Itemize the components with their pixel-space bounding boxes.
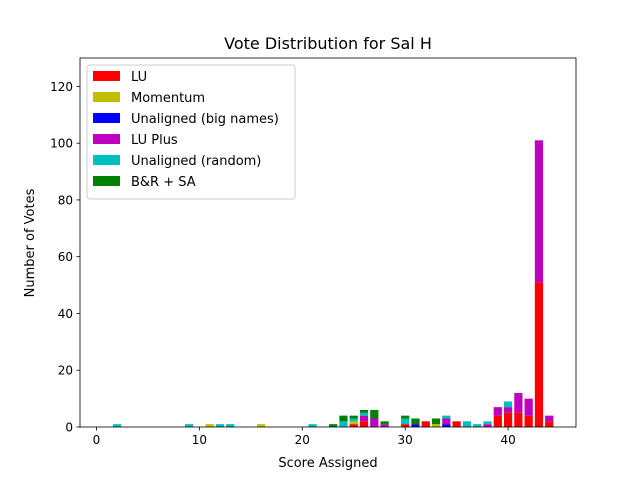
legend-swatch — [93, 134, 120, 144]
y-tick-label: 40 — [58, 307, 73, 321]
legend-swatch — [93, 113, 120, 123]
legend-swatch — [93, 176, 120, 186]
bar-series-4-score-30 — [401, 418, 410, 425]
bar-series-1-score-11 — [205, 424, 214, 427]
legend-label: Unaligned (random) — [131, 154, 261, 169]
y-tick-label: 100 — [50, 137, 73, 151]
bar-series-4-score-21 — [308, 424, 317, 427]
bar-series-3-score-44 — [545, 415, 554, 422]
bar-series-0-score-25 — [349, 424, 358, 427]
axes-layer: 0 10 20 30 40 0 20 40 60 80 100 120 — [50, 57, 577, 447]
legend-box — [86, 64, 296, 200]
legend-swatch — [93, 155, 120, 165]
bar-series-3-score-26 — [359, 415, 369, 422]
bar-series-5-score-25 — [349, 415, 358, 419]
bar-series-3-score-27 — [370, 418, 379, 427]
bar-series-5-score-30 — [401, 415, 410, 419]
bar-series-0-score-41 — [514, 412, 523, 427]
bar-series-5-score-24 — [339, 415, 348, 422]
bar-series-4-score-38 — [483, 421, 492, 425]
legend: LU Momentum Unaligned (big names) LU Plus Un… — [86, 64, 296, 200]
bar-series-1-score-33 — [431, 424, 441, 427]
bar-series-4-score-24 — [339, 421, 348, 427]
bar-series-4-score-26 — [359, 412, 369, 416]
bar-series-3-score-41 — [514, 392, 523, 413]
bar-series-5-score-28 — [380, 421, 389, 425]
chart-title: Vote Distribution for Sal H — [224, 34, 432, 53]
bar-series-5-score-31 — [411, 418, 420, 425]
bar-series-5-score-23 — [329, 424, 338, 427]
bar-series-4-score-25 — [349, 418, 358, 422]
bar-series-2-score-34 — [442, 424, 451, 427]
y-tick-label: 120 — [50, 80, 73, 94]
bar-series-3-score-28 — [380, 424, 389, 427]
x-tick-label: 0 — [93, 433, 101, 447]
legend-label: LU — [131, 70, 147, 85]
legend-label: LU Plus — [131, 133, 178, 148]
legend-label: Unaligned (big names) — [131, 112, 279, 127]
bar-series-4-score-40 — [503, 401, 513, 408]
bar-series-3-score-43 — [534, 140, 544, 283]
x-axis-label: Score Assigned — [278, 456, 377, 471]
bar-series-0-score-40 — [503, 412, 513, 427]
bar-series-0-score-35 — [452, 421, 461, 427]
bar-series-0-score-44 — [545, 421, 554, 427]
bar-series-3-score-42 — [524, 398, 533, 416]
legend-swatch — [93, 71, 120, 81]
bar-series-0-score-43 — [534, 282, 544, 427]
bar-series-0-score-39 — [493, 415, 502, 427]
x-tick-label: 30 — [398, 433, 413, 447]
bar-series-4-score-12 — [215, 424, 225, 427]
bar-series-4-score-13 — [226, 424, 235, 427]
bar-series-3-score-34 — [442, 418, 451, 425]
bar-series-0-score-42 — [524, 415, 533, 427]
bar-series-1-score-16 — [257, 424, 266, 427]
bar-series-5-score-26 — [359, 409, 369, 413]
bar-series-4-score-9 — [184, 424, 194, 427]
bar-series-3-score-39 — [493, 407, 502, 416]
bar-series-1-score-25 — [349, 421, 358, 425]
bar-series-0-score-30 — [401, 424, 410, 427]
legend-label: Momentum — [131, 91, 205, 106]
y-tick-label: 80 — [58, 193, 73, 207]
y-tick-label: 20 — [58, 364, 73, 378]
bar-series-5-score-27 — [370, 409, 379, 419]
bar-series-0-score-26 — [359, 421, 369, 427]
bar-series-3-score-38 — [483, 424, 492, 427]
bar-series-4-score-2 — [112, 424, 122, 427]
y-tick-label: 0 — [65, 421, 73, 435]
bar-series-0-score-32 — [421, 421, 430, 427]
x-tick-label: 20 — [295, 433, 310, 447]
y-tick-label: 60 — [58, 250, 73, 264]
x-tick-label: 10 — [192, 433, 207, 447]
y-axis-label: Number of Votes — [23, 188, 38, 297]
bar-series-5-score-33 — [431, 418, 441, 425]
bars-layer — [112, 140, 554, 427]
bar-series-4-score-34 — [442, 415, 451, 419]
legend-label: B&R + SA — [131, 175, 196, 190]
bar-series-4-score-36 — [462, 421, 472, 427]
x-tick-label: 40 — [500, 433, 515, 447]
bar-series-3-score-40 — [503, 407, 513, 413]
bar-series-4-score-37 — [473, 424, 482, 427]
bar-series-2-score-31 — [411, 424, 420, 427]
plot-frame — [79, 57, 577, 428]
legend-swatch — [93, 92, 120, 102]
